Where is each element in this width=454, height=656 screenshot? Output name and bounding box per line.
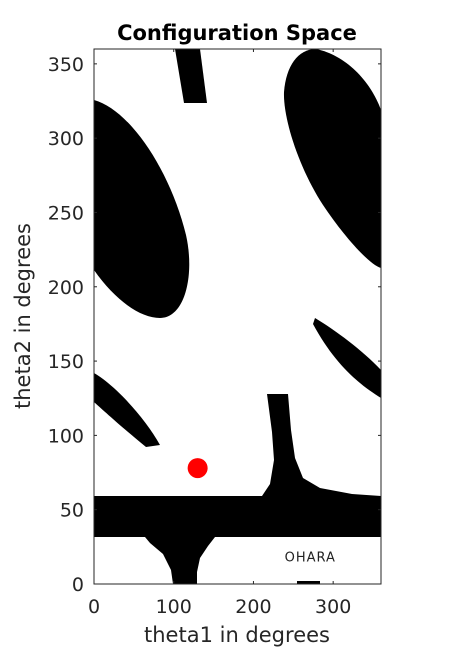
obstacle-top-right-ellipse bbox=[283, 49, 381, 268]
obstacle-middle-stem bbox=[262, 394, 381, 496]
y-axis-ticks: 0 50 100 150 200 250 300 350 bbox=[48, 54, 381, 596]
y-tick-label: 50 bbox=[60, 500, 84, 522]
x-axis-label: theta1 in degrees bbox=[144, 623, 330, 647]
obstacle-small-left-diagonal bbox=[94, 373, 160, 447]
y-tick-label: 350 bbox=[48, 54, 84, 76]
obstacle-bottom-nub bbox=[297, 581, 320, 584]
obstacle-regions bbox=[94, 49, 381, 584]
y-tick-label: 0 bbox=[72, 574, 84, 596]
obstacle-right-diagonal bbox=[313, 318, 381, 398]
y-tick-label: 250 bbox=[48, 202, 84, 224]
x-tick-label: 300 bbox=[315, 596, 351, 618]
chart-title: Configuration Space bbox=[117, 21, 357, 45]
y-tick-label: 150 bbox=[48, 351, 84, 373]
current-configuration-point bbox=[187, 458, 208, 479]
y-tick-label: 200 bbox=[48, 277, 84, 299]
x-axis-ticks: 0 100 200 300 bbox=[88, 49, 351, 618]
axes-frame bbox=[93, 48, 382, 585]
x-tick-label: 0 bbox=[88, 596, 100, 618]
obstacle-horizontal-band bbox=[94, 496, 381, 537]
y-tick-label: 300 bbox=[48, 128, 84, 150]
obstacle-top-stem bbox=[175, 49, 207, 103]
y-axis-label: theta2 in degrees bbox=[11, 223, 35, 409]
x-tick-label: 100 bbox=[156, 596, 192, 618]
x-tick-label: 200 bbox=[235, 596, 271, 618]
obstacle-left-ellipse bbox=[94, 100, 190, 318]
watermark-annotation: OHARA bbox=[285, 551, 336, 566]
y-tick-label: 100 bbox=[48, 425, 84, 447]
obstacle-bottom-stem bbox=[145, 537, 215, 584]
